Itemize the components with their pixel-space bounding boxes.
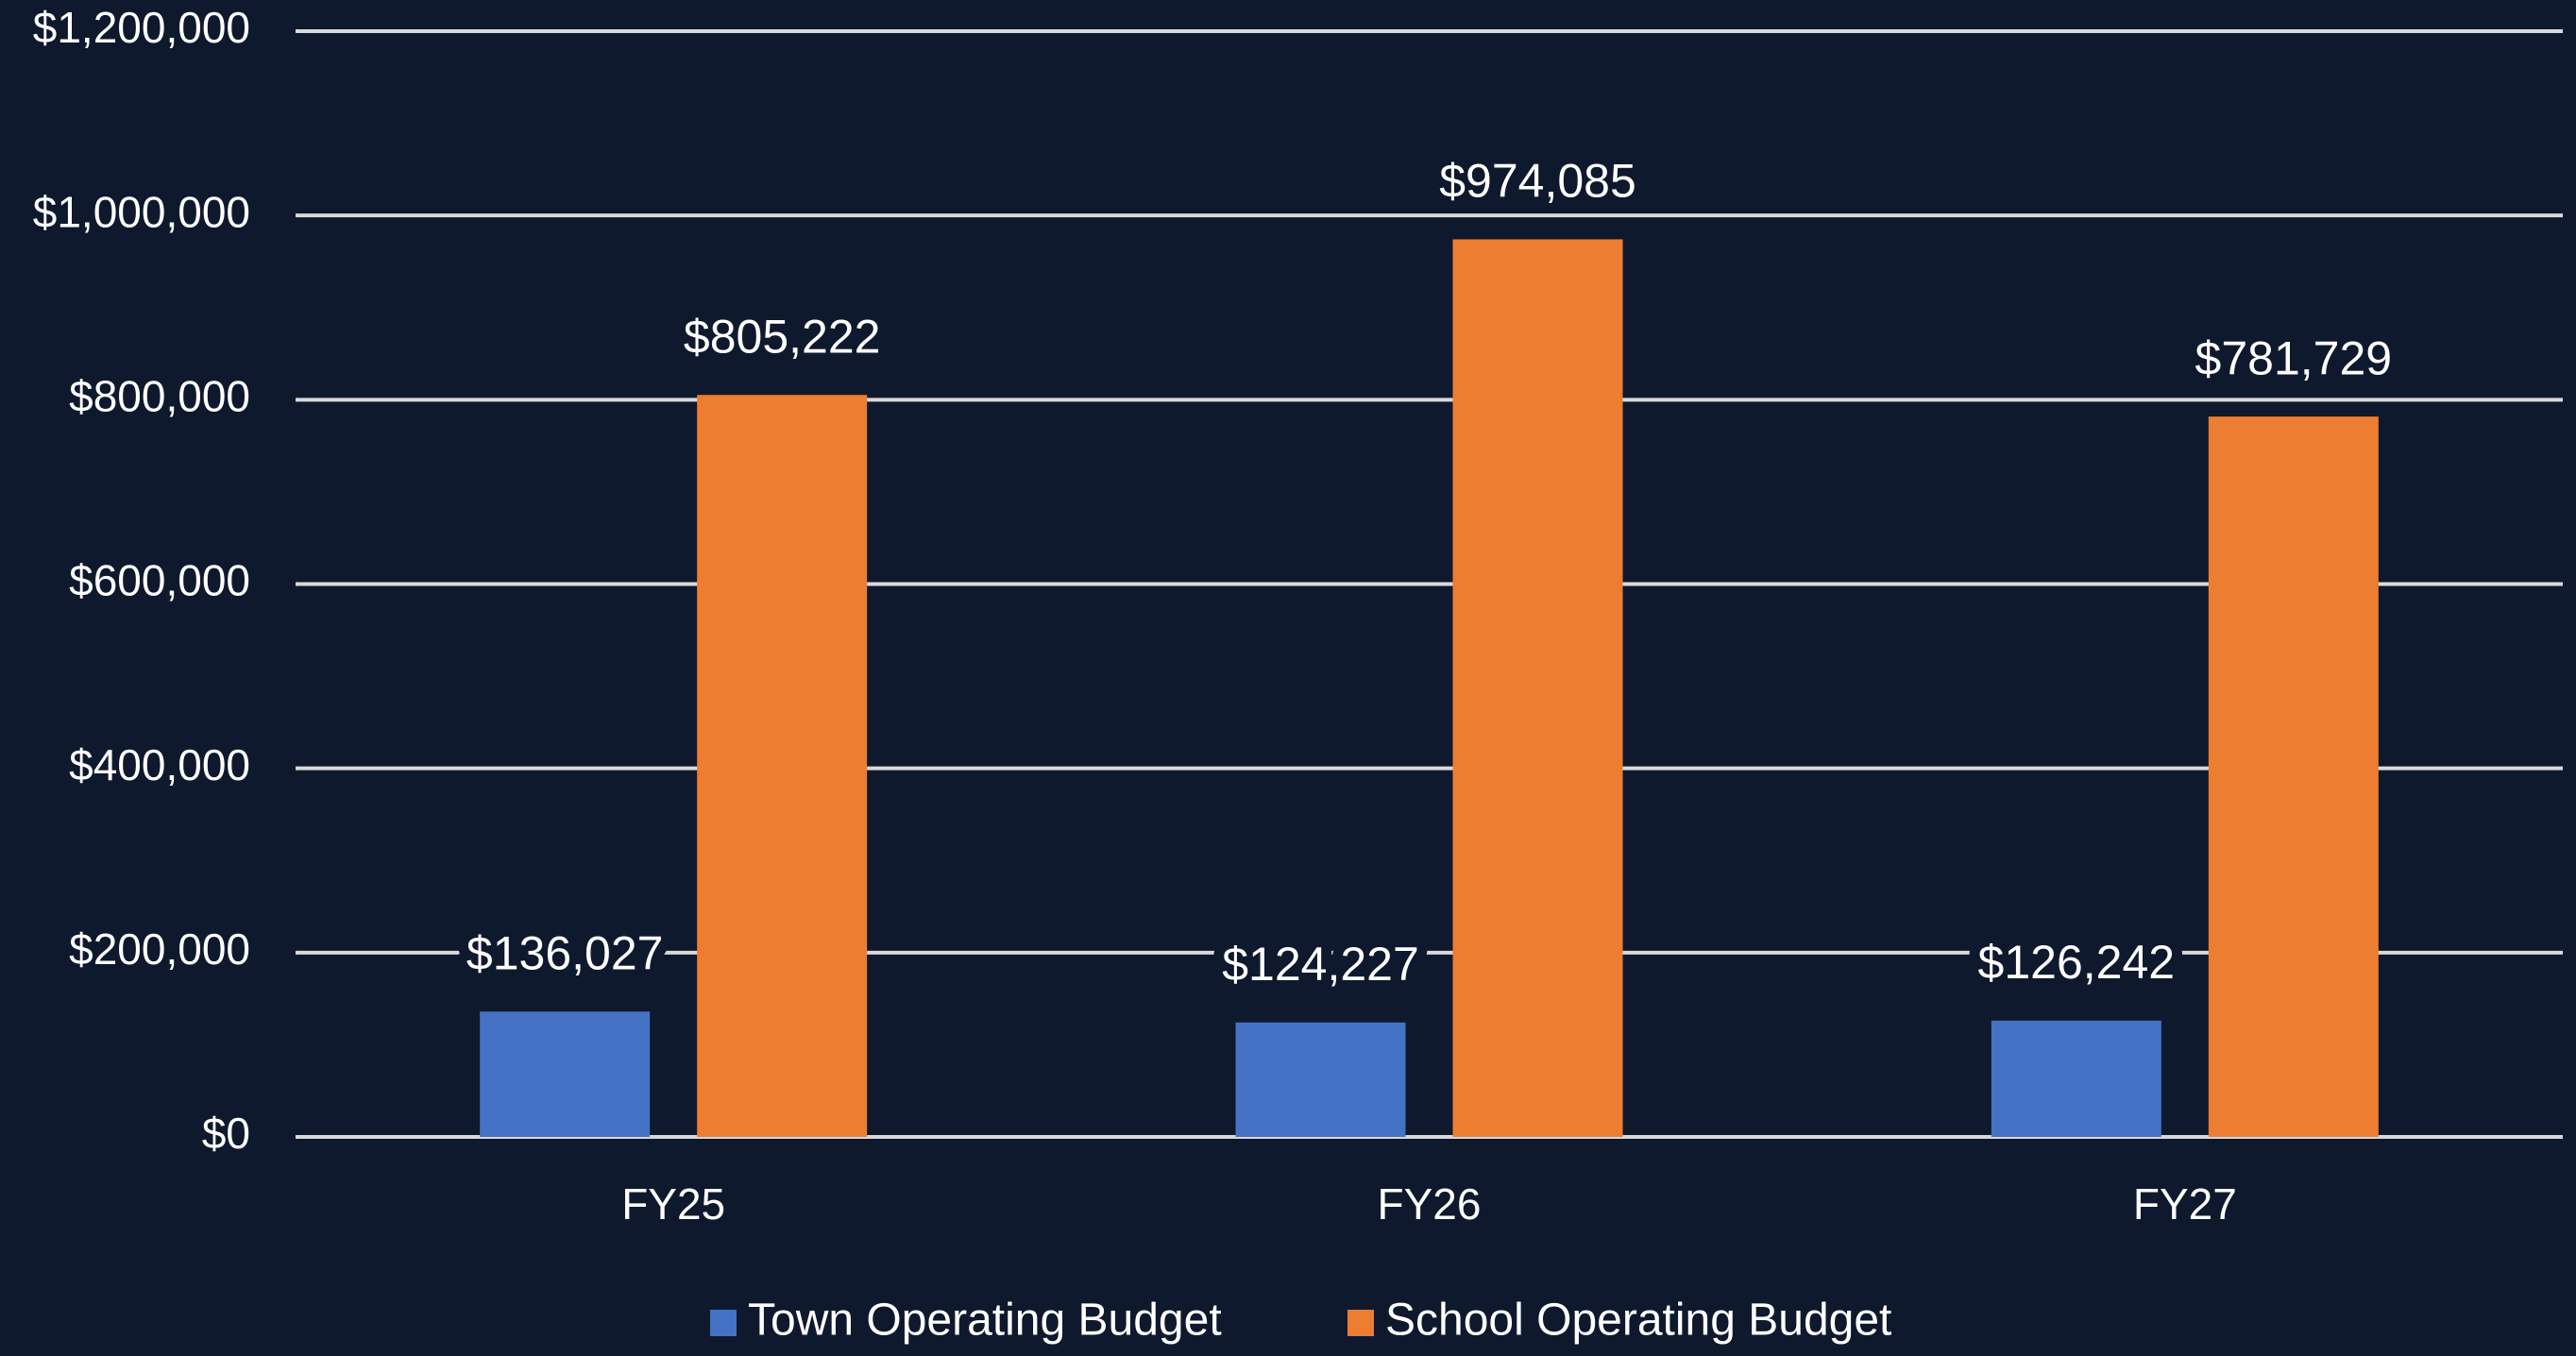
y-tick-label: $400,000 [69,740,250,789]
data-label: $974,085 [1439,155,1636,208]
bar [480,1011,651,1137]
data-label: $136,027 [466,926,664,979]
x-tick-label: FY27 [2133,1179,2237,1229]
y-tick-label: $200,000 [69,924,250,974]
bar [1991,1020,2161,1137]
x-tick-label: FY26 [1378,1179,1482,1229]
legend-label: School Operating Budget [1385,1296,1891,1346]
legend-swatch [710,1310,737,1336]
bar [697,395,868,1137]
bar [2208,416,2379,1137]
y-tick-label: $600,000 [69,556,250,605]
y-tick-label: $1,200,000 [33,3,250,52]
data-label: $805,222 [684,310,881,363]
data-label: $124,227 [1222,938,1419,991]
data-label: $126,242 [1978,936,2176,989]
bar [1235,1022,1406,1137]
x-tick-label: FY25 [621,1179,725,1229]
y-tick-label: $1,000,000 [33,187,250,236]
y-tick-label: $0 [202,1109,250,1158]
bar [1452,239,1623,1137]
y-tick-label: $800,000 [69,371,250,420]
legend-label: Town Operating Budget [748,1296,1222,1346]
legend-swatch [1347,1310,1374,1336]
data-label: $781,729 [2195,331,2393,384]
